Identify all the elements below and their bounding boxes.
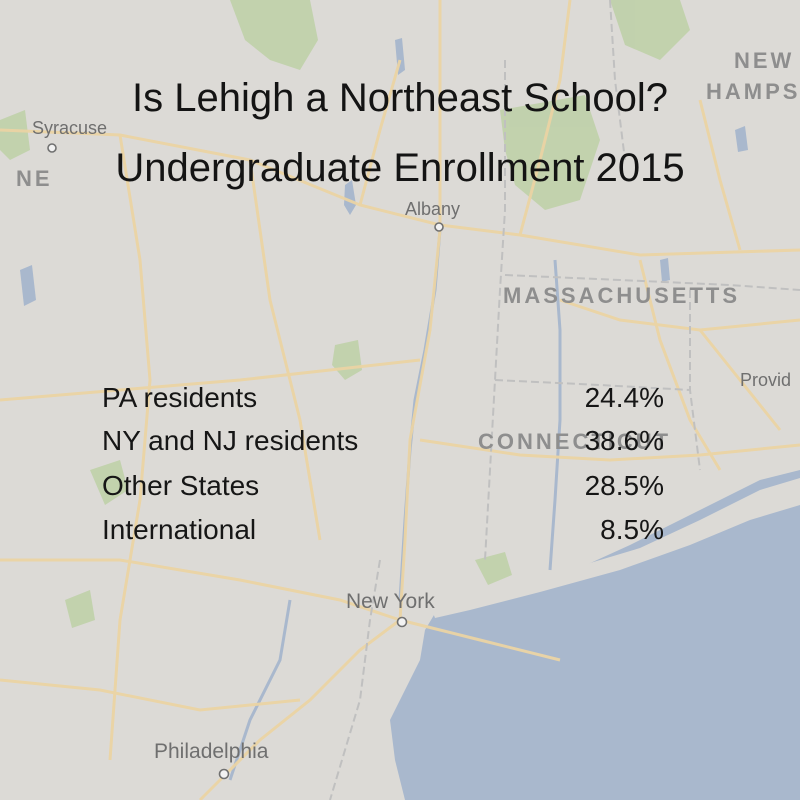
syracuse-marker: [47, 143, 57, 153]
enrollment-value: 24.4%: [584, 382, 664, 413]
enrollment-value: 38.6%: [584, 425, 664, 456]
state-borders: [329, 0, 800, 800]
new-york-marker: [396, 616, 408, 628]
map-label-new-hampshire-line2: HAMPSHI: [706, 79, 800, 104]
map-label-philadelphia: Philadelphia: [154, 740, 269, 763]
enrollment-row-international: International 8.5%: [102, 514, 664, 558]
philadelphia-marker: [218, 768, 230, 780]
enrollment-value: 28.5%: [584, 470, 664, 501]
map-label-syracuse: Syracuse: [32, 118, 107, 138]
albany-marker: [434, 222, 444, 232]
title-line-2: Undergraduate Enrollment 2015: [115, 146, 685, 190]
map-label-providence: Provid: [740, 370, 791, 390]
map-label-new-york-state: NE: [16, 166, 53, 191]
title-line-1: Is Lehigh a Northeast School?: [132, 76, 668, 120]
enrollment-row-pa: PA residents 24.4%: [102, 382, 664, 426]
enrollment-label: NY and NJ residents: [102, 425, 359, 456]
map-label-new-york: New York: [346, 590, 435, 613]
water-bodies: [20, 38, 800, 800]
enrollment-label: Other States: [102, 470, 260, 501]
map-label-massachusetts: MASSACHUSETTS: [503, 283, 740, 308]
enrollment-row-ny-nj: NY and NJ residents 38.6%: [102, 425, 664, 469]
city-markers: [47, 143, 444, 780]
enrollment-value: 8.5%: [600, 514, 664, 545]
park-areas: [0, 0, 690, 628]
enrollment-row-other-states: Other States 28.5%: [102, 470, 664, 514]
enrollment-label: International: [102, 514, 257, 545]
map-label-new-hampshire-line1: NEW: [734, 48, 794, 73]
enrollment-label: PA residents: [102, 382, 258, 413]
map-label-albany: Albany: [405, 199, 460, 219]
map-label-connecticut: CONNECTICUT: [478, 429, 671, 454]
